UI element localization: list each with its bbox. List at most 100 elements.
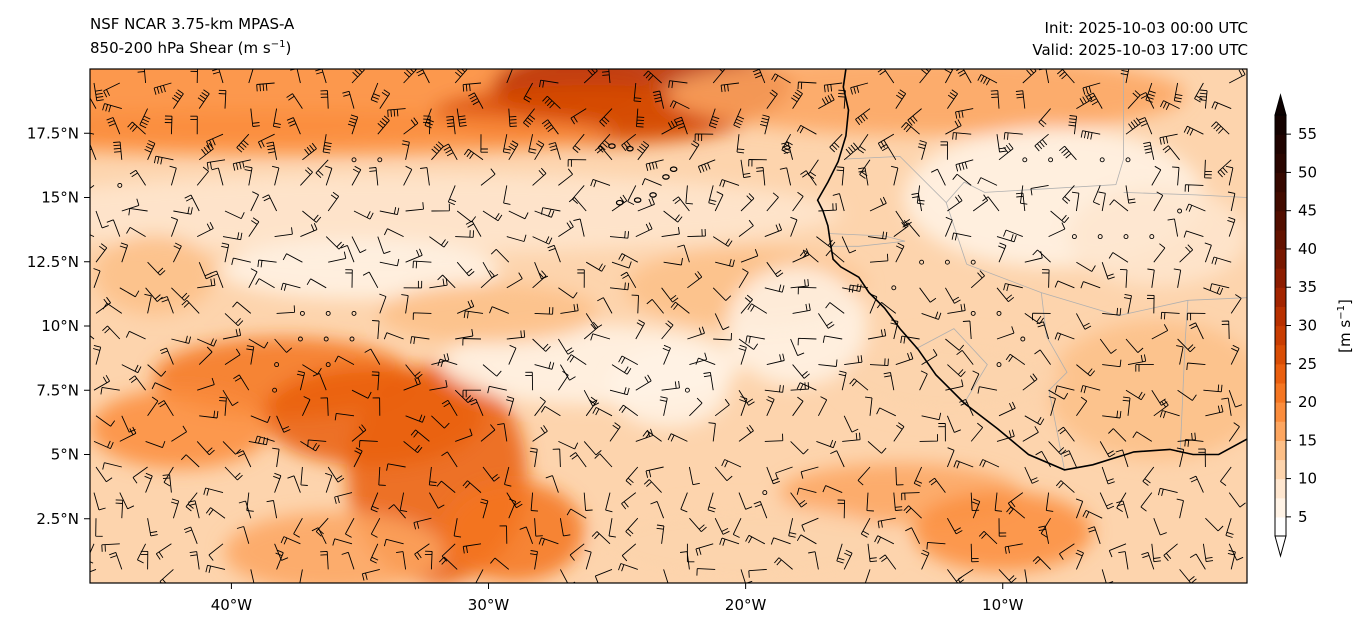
wind-barb xyxy=(788,518,797,538)
wind-barb xyxy=(902,222,920,237)
wind-barb xyxy=(1153,518,1167,536)
wind-barb xyxy=(721,459,742,468)
wind-barb xyxy=(480,134,488,153)
wind-barb xyxy=(951,232,972,241)
wind-barb xyxy=(611,194,628,212)
calm-marker xyxy=(1097,234,1103,240)
wind-barb xyxy=(1163,543,1178,562)
wind-barb xyxy=(523,108,536,128)
wind-barb xyxy=(790,441,809,455)
colorbar-segment xyxy=(1275,382,1286,403)
colorbar-segment xyxy=(1275,191,1286,212)
wind-barb xyxy=(977,177,998,186)
wind-barb xyxy=(532,425,548,442)
wind-barb xyxy=(170,216,179,237)
shear-blob xyxy=(841,337,1062,418)
wind-barb xyxy=(1101,262,1115,280)
wind-barb xyxy=(583,441,602,456)
wind-barb xyxy=(635,319,645,340)
wind-barb xyxy=(719,537,740,546)
wind-barb xyxy=(1186,312,1206,321)
wind-barb xyxy=(532,167,547,186)
wind-barb xyxy=(822,485,843,494)
wind-barb xyxy=(462,543,482,554)
wind-barb xyxy=(351,389,372,399)
wind-barb xyxy=(1057,426,1075,442)
wind-barb xyxy=(95,210,109,229)
wind-barb xyxy=(643,70,662,84)
wind-barb xyxy=(144,140,156,160)
wind-barb xyxy=(1041,269,1050,288)
longitude-axis: 40°W 30°W 20°W 10°W xyxy=(211,583,1024,614)
colorbar-segment xyxy=(1275,306,1286,327)
wind-barb xyxy=(1141,551,1155,570)
wind-barb xyxy=(796,534,817,545)
calm-marker xyxy=(1177,208,1183,214)
wind-barb xyxy=(756,167,766,186)
wind-barb xyxy=(998,569,1017,583)
wind-barb xyxy=(203,487,224,496)
colorbar-tick-label: 20 xyxy=(1298,393,1317,411)
wind-barb xyxy=(740,193,755,212)
wind-barb xyxy=(1225,165,1234,186)
wind-barb xyxy=(1153,243,1166,263)
wind-barb xyxy=(797,286,817,295)
wind-barb xyxy=(1115,449,1129,468)
wind-barb xyxy=(867,543,878,563)
map-area[interactable] xyxy=(0,22,1267,592)
wind-barb xyxy=(972,194,989,212)
wind-barb xyxy=(370,82,381,103)
wind-barb xyxy=(534,361,555,370)
wind-barb xyxy=(931,168,946,186)
wind-barb xyxy=(597,297,613,314)
wind-barb xyxy=(770,537,791,545)
wind-barb xyxy=(1228,543,1244,561)
wind-barb xyxy=(738,219,754,237)
wind-barb xyxy=(383,538,404,547)
wind-barb xyxy=(841,236,857,254)
wind-barb xyxy=(378,466,386,486)
colorbar: 5 10 15 20 25 30 35 40 45 50 55 xyxy=(1274,93,1317,558)
wind-barb xyxy=(1099,441,1116,458)
wind-barb xyxy=(572,133,585,153)
wind-barb xyxy=(764,223,783,238)
wind-barb xyxy=(1048,441,1067,455)
wind-barb xyxy=(327,466,345,483)
shear-blob xyxy=(90,111,613,156)
wind-barb xyxy=(248,268,258,289)
wind-barb xyxy=(371,371,380,391)
wind-barb xyxy=(977,74,998,86)
wind-barb xyxy=(567,159,587,167)
lon-tick-label: 20°W xyxy=(725,596,767,614)
wind-barb xyxy=(159,347,174,365)
wind-barb xyxy=(1007,492,1024,510)
wind-barb xyxy=(921,311,942,320)
wind-barb xyxy=(145,440,166,449)
wind-barb xyxy=(387,108,406,118)
wind-barb xyxy=(153,155,174,165)
wind-barb xyxy=(1075,498,1084,519)
wind-barb xyxy=(733,108,745,129)
wind-barb xyxy=(1003,132,1023,140)
wind-barb xyxy=(534,396,546,417)
calm-marker xyxy=(1125,157,1131,163)
wind-barb xyxy=(159,569,174,583)
wind-barb xyxy=(1082,509,1103,519)
wind-barb xyxy=(401,294,409,314)
wind-barb xyxy=(748,159,767,167)
wind-barb xyxy=(499,525,508,544)
wind-barb xyxy=(864,569,871,583)
wind-barb xyxy=(482,466,500,482)
calm-marker xyxy=(272,387,278,393)
wind-barb xyxy=(869,196,887,212)
coastline xyxy=(608,69,1247,471)
wind-barb xyxy=(129,169,146,186)
wind-barb xyxy=(1102,307,1122,316)
wind-barb xyxy=(272,108,281,129)
wind-barb xyxy=(93,82,104,102)
wind-barb xyxy=(503,185,511,205)
shear-blob xyxy=(1047,320,1247,461)
wind-barb xyxy=(822,335,843,343)
wind-barb xyxy=(377,115,390,135)
wind-barb xyxy=(139,108,151,129)
